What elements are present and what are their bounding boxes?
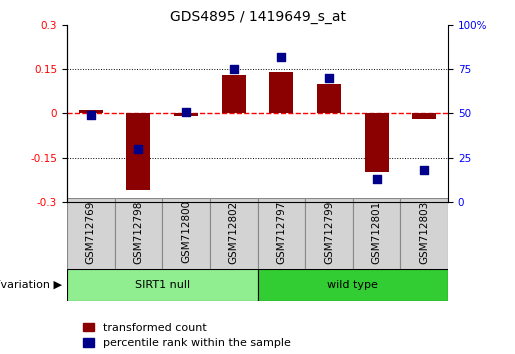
Bar xyxy=(365,113,388,172)
Text: GSM712799: GSM712799 xyxy=(324,200,334,264)
Point xyxy=(134,146,143,152)
Bar xyxy=(413,113,436,119)
Bar xyxy=(317,84,341,113)
Text: GSM712798: GSM712798 xyxy=(133,200,143,264)
Bar xyxy=(67,198,115,269)
Text: GSM712801: GSM712801 xyxy=(372,200,382,264)
Point xyxy=(372,176,381,182)
Bar xyxy=(269,72,293,113)
Title: GDS4895 / 1419649_s_at: GDS4895 / 1419649_s_at xyxy=(169,10,346,24)
Point xyxy=(325,75,333,81)
Text: GSM712803: GSM712803 xyxy=(419,200,429,264)
Bar xyxy=(258,198,305,269)
Point xyxy=(420,167,428,173)
Bar xyxy=(258,269,448,301)
Text: GSM712769: GSM712769 xyxy=(86,200,96,264)
Bar xyxy=(127,113,150,190)
Bar xyxy=(353,198,401,269)
Bar xyxy=(222,75,246,113)
Bar xyxy=(162,198,210,269)
Text: GSM712797: GSM712797 xyxy=(277,200,286,264)
Text: GSM712800: GSM712800 xyxy=(181,200,191,263)
Bar xyxy=(401,198,448,269)
Bar xyxy=(114,198,162,269)
Bar xyxy=(305,198,353,269)
Point xyxy=(182,109,190,114)
Bar xyxy=(67,269,258,301)
Text: SIRT1 null: SIRT1 null xyxy=(134,280,190,290)
Point xyxy=(87,112,95,118)
Point xyxy=(230,66,238,72)
Bar xyxy=(210,198,258,269)
Bar xyxy=(174,113,198,116)
Text: wild type: wild type xyxy=(328,280,378,290)
Point xyxy=(277,54,285,59)
Text: GSM712802: GSM712802 xyxy=(229,200,238,264)
Text: genotype/variation ▶: genotype/variation ▶ xyxy=(0,280,62,290)
Legend: transformed count, percentile rank within the sample: transformed count, percentile rank withi… xyxy=(83,322,290,348)
Bar xyxy=(79,110,102,113)
